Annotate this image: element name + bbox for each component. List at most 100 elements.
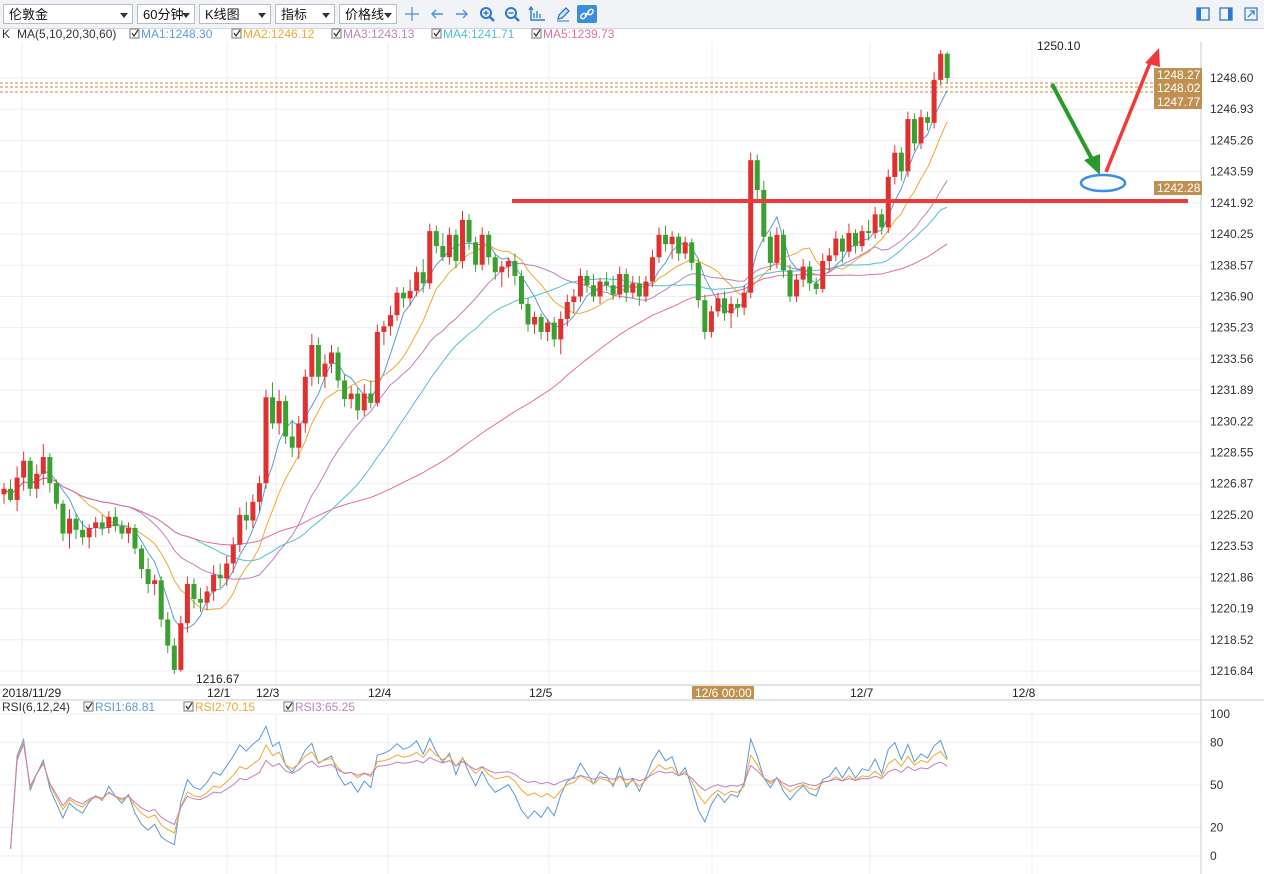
ma-checkbox[interactable] — [431, 28, 442, 39]
chevron-down-icon — [120, 13, 128, 18]
rsi-axis-label: 50 — [1210, 778, 1224, 792]
price-axis-label: 1230.22 — [1210, 414, 1254, 428]
ma-legend-item: MA2:1246.12 — [243, 28, 315, 41]
candle-body — [794, 279, 800, 297]
link-icon[interactable] — [577, 5, 597, 23]
rsi-checkbox[interactable] — [283, 701, 294, 712]
candle-body — [892, 152, 898, 177]
rsi-grid — [0, 713, 1201, 874]
up-arrow-head[interactable] — [1145, 48, 1160, 67]
ma-legend-item: MA1:1248.30 — [141, 28, 213, 41]
candle-body — [224, 563, 230, 579]
price-axis-label: 1245.26 — [1210, 133, 1254, 147]
symbol-select[interactable]: 伦敦金 — [3, 4, 133, 24]
price-tag-bg — [1154, 68, 1202, 82]
time-axis-label: 12/4 — [368, 686, 392, 700]
candle-body — [322, 363, 328, 377]
price-axis-label: 1216.84 — [1210, 664, 1254, 678]
ma-checkbox[interactable] — [129, 28, 140, 39]
candle-body — [525, 303, 531, 325]
price-tag-label: 1242.28 — [1157, 181, 1201, 195]
candle-body — [918, 117, 924, 144]
candle-body — [152, 580, 158, 584]
time-axis-label: 12/1 — [207, 686, 231, 700]
candle-body — [348, 393, 354, 400]
indicator-select[interactable]: 指标 — [275, 4, 335, 24]
candle-body — [355, 393, 361, 411]
rsi-legend-name: RSI(6,12,24) — [2, 700, 70, 714]
candle-body — [414, 272, 420, 291]
rsi-axis: 100 80 50 20 0 — [1210, 707, 1230, 863]
arrow-left-icon[interactable] — [427, 5, 447, 23]
candle-body — [309, 344, 315, 377]
candle-body — [708, 311, 714, 332]
price-line-select-value: 价格线 — [345, 7, 385, 22]
zoom-in-icon[interactable] — [477, 5, 497, 23]
crosshair-icon[interactable] — [402, 5, 422, 23]
rsi-line — [10, 740, 948, 849]
rsi-axis-label: 20 — [1210, 821, 1224, 835]
low-label: 1216.67 — [196, 672, 240, 686]
candle-body — [938, 53, 944, 80]
rsi-axis-label: 80 — [1210, 735, 1224, 749]
candle-body — [171, 645, 177, 670]
candle-body — [630, 283, 636, 293]
candle-body — [93, 522, 99, 528]
rsi-checkbox[interactable] — [83, 701, 94, 712]
ma-legend-prefix: K — [2, 28, 10, 41]
up-arrow-shaft[interactable] — [1104, 57, 1154, 173]
candle-body — [695, 262, 701, 301]
candle-body — [649, 257, 655, 282]
candle-body — [381, 326, 387, 332]
rsi-legend: RSI(6,12,24) RSI1:68.81 RSI2:70.15 RSI3:65… — [2, 700, 355, 714]
rsi-legend-item: RSI3:65.25 — [295, 700, 355, 714]
layout-left-icon[interactable] — [1193, 5, 1213, 23]
candle-body — [538, 316, 544, 332]
candle-body — [846, 232, 852, 252]
price-axis-label: 1236.90 — [1210, 289, 1254, 303]
rsi-checkbox[interactable] — [183, 701, 194, 712]
target-ellipse[interactable] — [1079, 173, 1127, 193]
candle-body — [610, 285, 616, 295]
candle-body — [446, 234, 452, 258]
candle-body — [859, 231, 865, 247]
candle-body — [184, 583, 190, 624]
expand-icon[interactable] — [1241, 5, 1261, 23]
layout-right-icon[interactable] — [1216, 5, 1236, 23]
user-drawings[interactable] — [512, 48, 1188, 203]
candle-body — [8, 488, 14, 500]
price-axis-label: 1226.87 — [1210, 477, 1254, 491]
chart-type-select[interactable]: K线图 — [199, 4, 271, 24]
candle-body — [833, 238, 839, 256]
candle-body — [440, 246, 446, 258]
candle-body — [643, 281, 649, 297]
candle-body — [584, 275, 590, 286]
price-axis-label: 1235.23 — [1210, 321, 1254, 335]
candle-body — [296, 423, 302, 448]
candle-body — [433, 231, 439, 247]
time-axis-label: 12/7 — [850, 686, 874, 700]
candle-body — [139, 548, 145, 570]
candle-body — [178, 623, 184, 670]
down-arrow-head[interactable] — [1084, 154, 1100, 175]
down-arrow-shaft[interactable] — [1050, 83, 1096, 164]
candle-body — [754, 160, 760, 191]
candle-body — [14, 477, 20, 500]
candle-body — [125, 527, 131, 534]
pencil-icon[interactable] — [553, 5, 573, 23]
price-line-select[interactable]: 价格线 — [339, 4, 397, 24]
arrow-right-icon[interactable] — [452, 5, 472, 23]
candle-body — [243, 514, 249, 521]
symbol-select-value: 伦敦金 — [9, 7, 49, 22]
candle-body — [623, 274, 629, 293]
price-chart[interactable]: K MA(5,10,20,30,60) MA1:1248.30 MA2:1246.… — [0, 28, 1264, 874]
chevron-down-icon — [258, 13, 266, 18]
zoom-out-icon[interactable] — [502, 5, 522, 23]
axis-scale-icon[interactable] — [527, 5, 547, 23]
period-select[interactable]: 60分钟 — [137, 4, 195, 24]
ma-checkbox[interactable] — [531, 28, 542, 39]
ma-checkbox[interactable] — [231, 28, 242, 39]
ma-checkbox[interactable] — [331, 28, 342, 39]
time-axis-label: 2018/11/29 — [2, 686, 61, 700]
candle-body — [80, 529, 86, 538]
